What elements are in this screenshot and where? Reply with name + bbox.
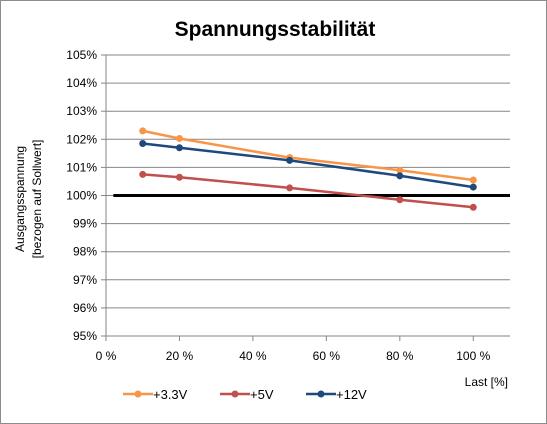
chart-title: Spannungsstabilität (175, 18, 376, 41)
data-point (286, 184, 294, 192)
y-tick-label: 95% (73, 329, 97, 343)
x-tick-label: 60 % (313, 349, 341, 363)
y-tick-label: 102% (66, 132, 97, 146)
y-tick-label: 98% (73, 245, 97, 259)
data-point (175, 144, 183, 152)
axes (101, 54, 510, 341)
y-tick-label: 103% (66, 104, 97, 118)
legend: +3.3V +5V +12V (123, 387, 367, 402)
legend-label: +3.3V (153, 387, 188, 402)
data-point (175, 173, 183, 181)
series-2 (139, 140, 477, 191)
data-point (469, 176, 477, 184)
data-point (175, 134, 183, 142)
x-tick-label: 20 % (166, 349, 194, 363)
data-point (139, 170, 147, 178)
series-1 (139, 170, 477, 211)
legend-entry-0: +3.3V (123, 387, 188, 402)
y-tick-label: 104% (66, 76, 97, 90)
y-tick-label: 97% (73, 273, 97, 287)
y-tick-label: 101% (66, 160, 97, 174)
x-tick-label: 0 % (96, 349, 117, 363)
data-point (396, 172, 404, 180)
legend-label: +5V (250, 387, 274, 402)
data-point (139, 127, 147, 135)
series-line (142, 142, 474, 189)
y-tick-label: 99% (73, 217, 97, 231)
legend-marker (134, 390, 142, 398)
y-tick-label: 100% (66, 189, 97, 203)
y-tick-label: 105% (66, 48, 97, 62)
legend-entry-1: +5V (220, 387, 274, 402)
series-line (142, 129, 474, 182)
data-point (139, 140, 147, 148)
x-tick-labels: 0 % 20 % 40 % 60 % 80 % 100 % (96, 349, 491, 363)
data-point (396, 196, 404, 204)
series-0 (139, 127, 477, 184)
x-axis-title: Last [%] (465, 375, 508, 389)
y-tick-labels: 95% 96% 97% 98% 99% 100% 101% 102% 103% 104% 105% (66, 48, 97, 343)
legend-marker (231, 390, 239, 398)
data-point (469, 203, 477, 211)
data-point (396, 166, 404, 174)
data-point (469, 183, 477, 191)
x-tick-label: 40 % (239, 349, 267, 363)
y-axis-title: Ausgangsspannung [bezogen auf Sollwert] (13, 140, 44, 259)
x-tick-label: 100 % (456, 349, 490, 363)
y-axis-title-line-1: Ausgangsspannung (13, 146, 27, 252)
series-group (139, 127, 477, 211)
y-axis-title-line-2: [bezogen auf Sollwert] (30, 140, 44, 259)
data-point (286, 156, 294, 164)
legend-marker (317, 390, 325, 398)
legend-label: +12V (336, 387, 367, 402)
y-tick-label: 96% (73, 301, 97, 315)
legend-entry-2: +12V (306, 387, 367, 402)
gridlines (106, 54, 510, 309)
x-tick-label: 80 % (386, 349, 414, 363)
